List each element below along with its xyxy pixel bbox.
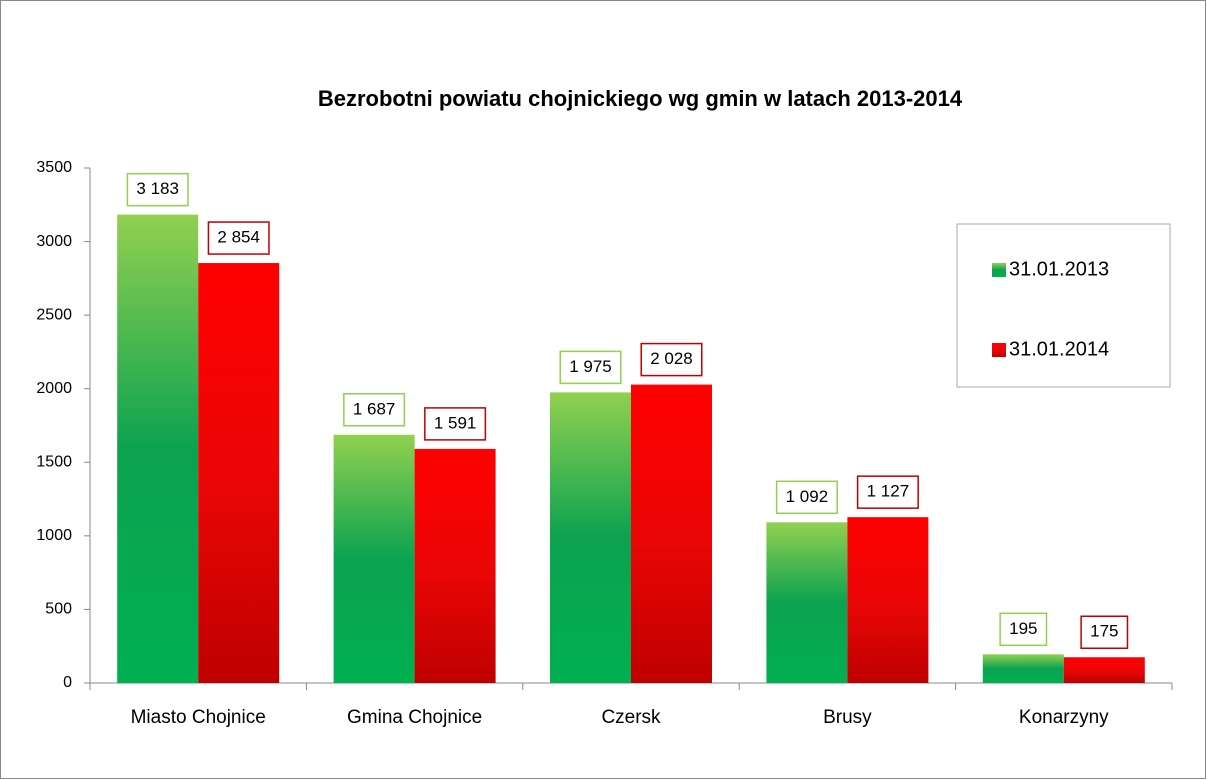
value-label: 1 975 [569,357,612,376]
value-label-box [424,407,487,441]
bar [982,654,1064,683]
bar [847,517,929,683]
y-tick-label: 1000 [36,527,72,544]
y-tick-label: 0 [63,674,72,691]
value-label: 2 028 [650,349,693,368]
bar [414,448,496,683]
bar [766,522,848,683]
value-label: 1 591 [434,413,477,432]
value-label-box [559,350,622,385]
bar [631,384,712,683]
bar [198,263,280,683]
bar [117,214,199,683]
value-label-box [640,342,703,377]
x-tick-label: Miasto Chojnice [131,707,266,728]
x-tick-label: Konarzyny [1019,707,1109,728]
value-label: 1 127 [867,482,910,501]
value-label-box [343,393,406,427]
value-label-box [856,475,919,509]
value-label-box [1080,615,1129,649]
value-label-box [775,480,838,515]
chart-title: Bezrobotni powiatu chojnickiego wg gmin … [318,86,963,111]
x-tick-label: Brusy [823,707,872,728]
legend-swatch [992,263,1006,277]
legend-box [956,223,1171,388]
y-tick-label: 1500 [36,454,72,471]
legend-swatch [992,343,1006,357]
y-tick-label: 2000 [36,380,72,397]
y-tick-label: 3500 [36,159,72,176]
x-tick-label: Czersk [601,707,661,728]
legend-label: 31.01.2014 [1009,338,1109,360]
value-label-box [207,221,270,255]
y-tick-label: 500 [45,601,72,618]
value-label: 3 183 [136,179,179,198]
value-label-box [126,172,189,207]
bar [550,392,631,683]
bar [1063,657,1145,683]
legend-label: 31.01.2013 [1009,258,1109,280]
y-tick-label: 3000 [36,233,72,250]
bar [333,434,415,683]
value-label: 2 854 [217,228,260,247]
value-label: 175 [1090,622,1118,641]
value-label: 1 092 [786,487,829,506]
value-label: 1 687 [353,399,396,418]
x-tick-label: Gmina Chojnice [347,707,482,728]
value-label-box [999,612,1048,647]
value-label: 195 [1009,619,1037,638]
y-tick-label: 2500 [36,306,72,323]
